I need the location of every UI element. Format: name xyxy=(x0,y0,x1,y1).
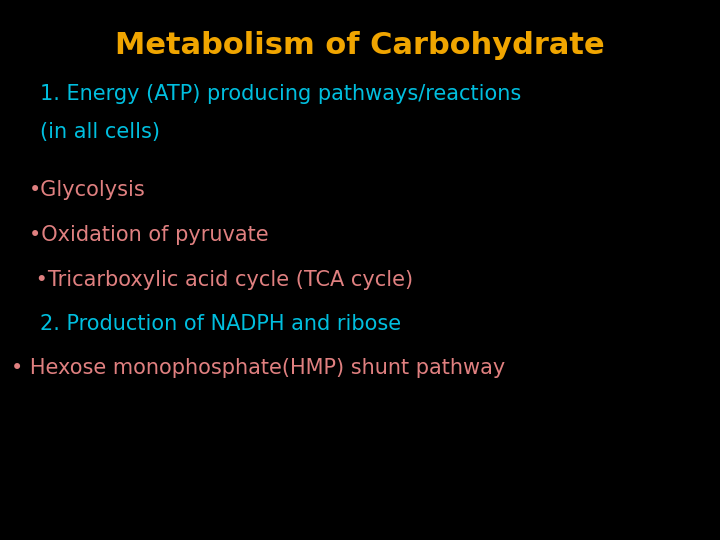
Text: •Oxidation of pyruvate: •Oxidation of pyruvate xyxy=(29,225,269,245)
Text: 2. Production of NADPH and ribose: 2. Production of NADPH and ribose xyxy=(40,314,401,334)
Text: Metabolism of Carbohydrate: Metabolism of Carbohydrate xyxy=(115,31,605,60)
Text: • Hexose monophosphate(HMP) shunt pathway: • Hexose monophosphate(HMP) shunt pathwa… xyxy=(11,358,505,379)
Text: 1. Energy (ATP) producing pathways/reactions: 1. Energy (ATP) producing pathways/react… xyxy=(40,84,521,105)
Text: (in all cells): (in all cells) xyxy=(40,122,160,143)
Text: •Glycolysis: •Glycolysis xyxy=(29,180,145,200)
Text: •Tricarboxylic acid cycle (TCA cycle): •Tricarboxylic acid cycle (TCA cycle) xyxy=(29,269,413,290)
